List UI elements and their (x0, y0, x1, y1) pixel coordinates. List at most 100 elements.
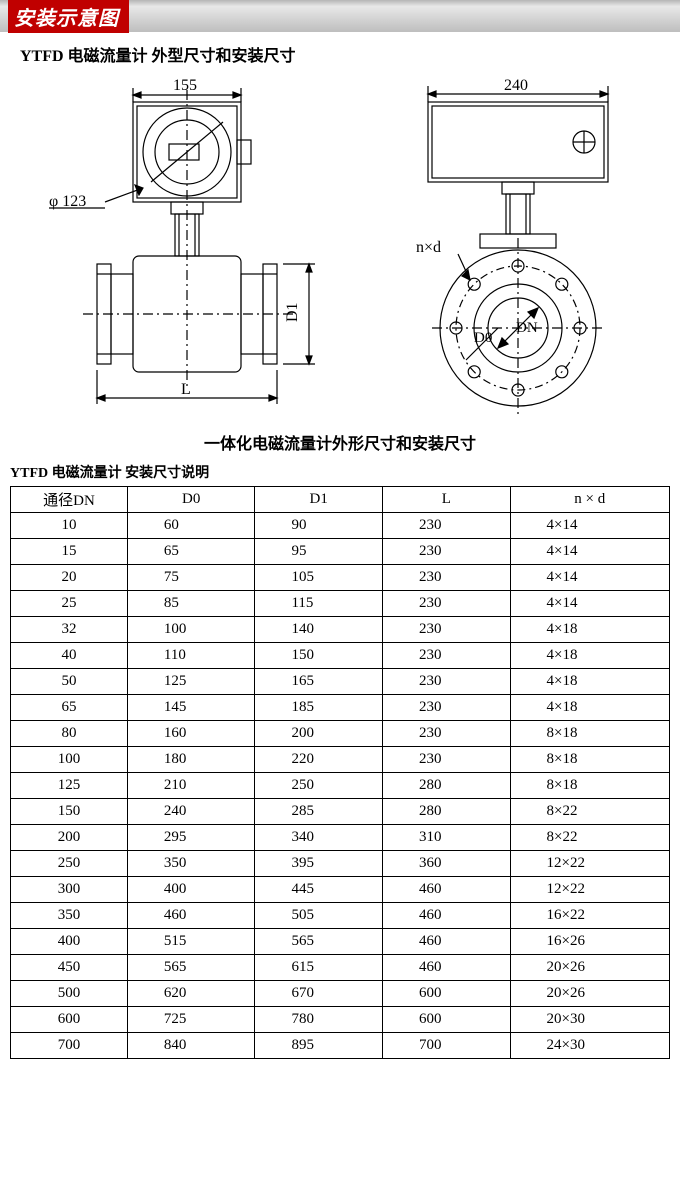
diagram-row: 155 φ 123 (0, 72, 680, 422)
cell: 80 (11, 721, 128, 747)
cell: 15 (11, 539, 128, 565)
cell: 780 (255, 1007, 383, 1033)
cell: 32 (11, 617, 128, 643)
cell: 515 (127, 929, 255, 955)
cell: 240 (127, 799, 255, 825)
cell: 65 (11, 695, 128, 721)
cell: 12×22 (510, 877, 669, 903)
cell: 8×22 (510, 825, 669, 851)
cell: 210 (127, 773, 255, 799)
cell: 400 (11, 929, 128, 955)
col-dn: 通径DN (11, 487, 128, 513)
cell: 230 (383, 617, 511, 643)
cell: 180 (127, 747, 255, 773)
cell: 505 (255, 903, 383, 929)
cell: 230 (383, 513, 511, 539)
cell: 20×26 (510, 955, 669, 981)
cell: 8×18 (510, 721, 669, 747)
cell: 60 (127, 513, 255, 539)
cell: 75 (127, 565, 255, 591)
section-heading: YTFD 电磁流量计 外型尺寸和安装尺寸 (0, 32, 680, 72)
cell: 360 (383, 851, 511, 877)
cell: 200 (255, 721, 383, 747)
cell: 165 (255, 669, 383, 695)
cell: 840 (127, 1033, 255, 1059)
cell: 230 (383, 669, 511, 695)
cell: 700 (383, 1033, 511, 1059)
cell: 20×26 (510, 981, 669, 1007)
table-row: 50062067060020×26 (11, 981, 670, 1007)
banner: 安装示意图 (0, 0, 680, 32)
table-heading: YTFD 电磁流量计 安装尺寸说明 (0, 458, 680, 486)
table-row: 651451852304×18 (11, 695, 670, 721)
dim-dn: DN (516, 320, 538, 336)
dim-l: L (181, 381, 191, 398)
cell: 615 (255, 955, 383, 981)
cell: 460 (383, 877, 511, 903)
cell: 150 (255, 643, 383, 669)
cell: 700 (11, 1033, 128, 1059)
table-row: 45056561546020×26 (11, 955, 670, 981)
cell: 350 (11, 903, 128, 929)
cell: 310 (383, 825, 511, 851)
cell: 4×14 (510, 539, 669, 565)
cell: 620 (127, 981, 255, 1007)
dim-155: 155 (173, 78, 197, 94)
cell: 445 (255, 877, 383, 903)
table-row: 25035039536012×22 (11, 851, 670, 877)
right-diagram: 240 (388, 78, 648, 418)
cell: 600 (383, 981, 511, 1007)
cell: 140 (255, 617, 383, 643)
dimension-table: 通径DN D0 D1 L n × d 1060902304×1415659523… (10, 486, 670, 1059)
cell: 10 (11, 513, 128, 539)
cell: 16×26 (510, 929, 669, 955)
cell: 460 (383, 955, 511, 981)
cell: 20 (11, 565, 128, 591)
col-d0: D0 (127, 487, 255, 513)
cell: 220 (255, 747, 383, 773)
cell: 110 (127, 643, 255, 669)
cell: 4×14 (510, 591, 669, 617)
cell: 20×30 (510, 1007, 669, 1033)
cell: 250 (11, 851, 128, 877)
cell: 160 (127, 721, 255, 747)
cell: 300 (11, 877, 128, 903)
sub-heading: 一体化电磁流量计外形尺寸和安装尺寸 (0, 422, 680, 458)
cell: 100 (127, 617, 255, 643)
table-row: 60072578060020×30 (11, 1007, 670, 1033)
cell: 185 (255, 695, 383, 721)
cell: 230 (383, 721, 511, 747)
cell: 350 (127, 851, 255, 877)
cell: 565 (255, 929, 383, 955)
cell: 230 (383, 591, 511, 617)
table-row: 1565952304×14 (11, 539, 670, 565)
table-row: 40051556546016×26 (11, 929, 670, 955)
cell: 12×22 (510, 851, 669, 877)
cell: 145 (127, 695, 255, 721)
cell: 4×18 (510, 617, 669, 643)
cell: 230 (383, 539, 511, 565)
cell: 4×14 (510, 565, 669, 591)
cell: 40 (11, 643, 128, 669)
table-row: 20751052304×14 (11, 565, 670, 591)
cell: 125 (127, 669, 255, 695)
cell: 280 (383, 773, 511, 799)
cell: 600 (383, 1007, 511, 1033)
cell: 230 (383, 643, 511, 669)
cell: 8×18 (510, 747, 669, 773)
dim-nxd: n×d (416, 239, 441, 256)
cell: 4×18 (510, 695, 669, 721)
cell: 565 (127, 955, 255, 981)
cell: 50 (11, 669, 128, 695)
cell: 600 (11, 1007, 128, 1033)
table-row: 30040044546012×22 (11, 877, 670, 903)
cell: 670 (255, 981, 383, 1007)
cell: 500 (11, 981, 128, 1007)
cell: 95 (255, 539, 383, 565)
cell: 4×18 (510, 669, 669, 695)
cell: 150 (11, 799, 128, 825)
cell: 395 (255, 851, 383, 877)
table-row: 70084089570024×30 (11, 1033, 670, 1059)
cell: 65 (127, 539, 255, 565)
cell: 16×22 (510, 903, 669, 929)
